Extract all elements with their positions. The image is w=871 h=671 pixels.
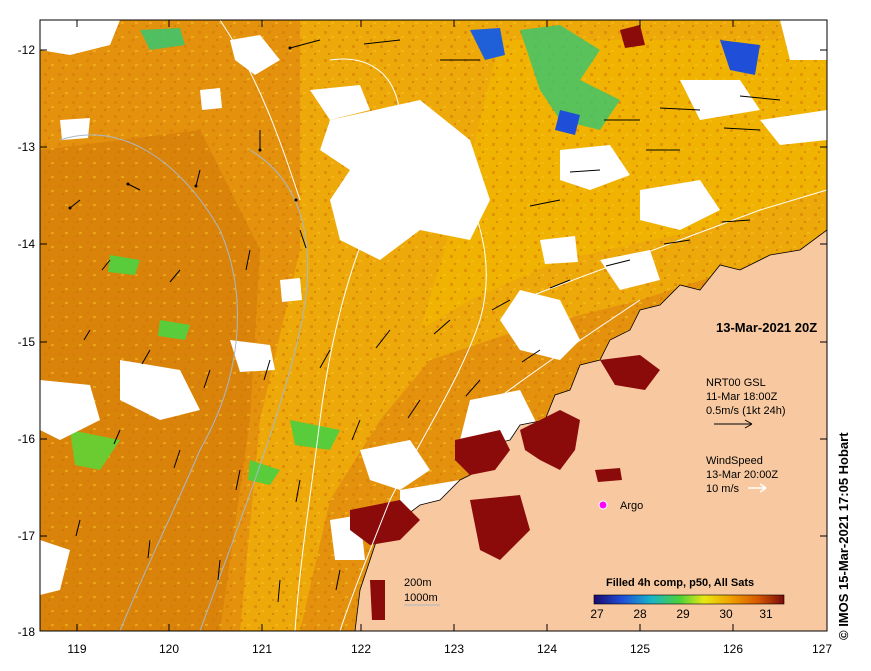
argo-marker bbox=[598, 500, 608, 510]
lat-tick-marks bbox=[40, 49, 827, 537]
current-legend-time: 11-Mar 18:00Z bbox=[706, 391, 778, 403]
colorbar bbox=[593, 594, 785, 605]
wind-legend-time: 13-Mar 20:00Z bbox=[706, 469, 778, 481]
lat-tick: -16 bbox=[18, 432, 36, 446]
lat-tick: -14 bbox=[18, 237, 36, 251]
lat-tick: -13 bbox=[18, 140, 36, 154]
sst-hot-coastal bbox=[350, 355, 660, 620]
plot-frame bbox=[39, 19, 828, 632]
colorbar-tick: 30 bbox=[719, 607, 733, 621]
lon-tick: 120 bbox=[159, 642, 179, 656]
current-legend-title: NRT00 GSL bbox=[706, 377, 766, 389]
depth-200-label: 200m bbox=[404, 577, 432, 589]
lat-axis: -12 -13 -14 -15 -16 -17 -18 bbox=[18, 43, 36, 639]
lat-tick: -17 bbox=[18, 529, 36, 543]
lon-tick: 126 bbox=[723, 642, 743, 656]
lon-tick: 127 bbox=[812, 642, 832, 656]
colorbar-tick: 27 bbox=[590, 607, 604, 621]
colorbar-ticks: 27 28 29 30 31 bbox=[590, 607, 773, 621]
wind-legend-title: WindSpeed bbox=[706, 455, 763, 467]
sst-cool-patches bbox=[70, 25, 760, 485]
lat-tick: -18 bbox=[18, 625, 36, 639]
credit-stamp: © IMOS 15-Mar-2021 17:05 Hobart bbox=[836, 432, 851, 640]
current-legend-arrow bbox=[714, 419, 753, 429]
colorbar-tick: 28 bbox=[633, 607, 647, 621]
depth-1000-label: 1000m bbox=[404, 592, 438, 604]
plot-area: 200m 1000m 13-Mar-2021 20Z NRT00 GSL 11-… bbox=[40, 20, 827, 631]
lon-tick: 125 bbox=[630, 642, 650, 656]
current-vectors bbox=[69, 39, 781, 603]
colorbar-tick: 29 bbox=[676, 607, 690, 621]
lat-tick: -12 bbox=[18, 43, 36, 57]
lon-tick: 123 bbox=[444, 642, 464, 656]
date-label: 13-Mar-2021 20Z bbox=[716, 320, 817, 335]
wind-legend-arrow bbox=[748, 483, 767, 493]
lon-axis: 119 120 121 122 123 124 125 126 127 bbox=[67, 642, 832, 656]
argo-label: Argo bbox=[620, 500, 643, 512]
current-legend-scale: 0.5m/s (1kt 24h) bbox=[706, 405, 785, 417]
current-arrowheads bbox=[68, 46, 298, 210]
lon-tick: 119 bbox=[67, 642, 86, 656]
colorbar-title: Filled 4h comp, p50, All Sats bbox=[606, 577, 754, 589]
wind-legend-scale: 10 m/s bbox=[706, 483, 740, 495]
lon-tick: 121 bbox=[252, 642, 272, 656]
lon-tick: 124 bbox=[537, 642, 557, 656]
lon-tick-marks bbox=[76, 20, 734, 631]
lat-tick: -15 bbox=[18, 335, 36, 349]
bathymetry-contours bbox=[59, 20, 827, 631]
lon-tick: 122 bbox=[351, 642, 371, 656]
colorbar-tick: 31 bbox=[759, 607, 773, 621]
